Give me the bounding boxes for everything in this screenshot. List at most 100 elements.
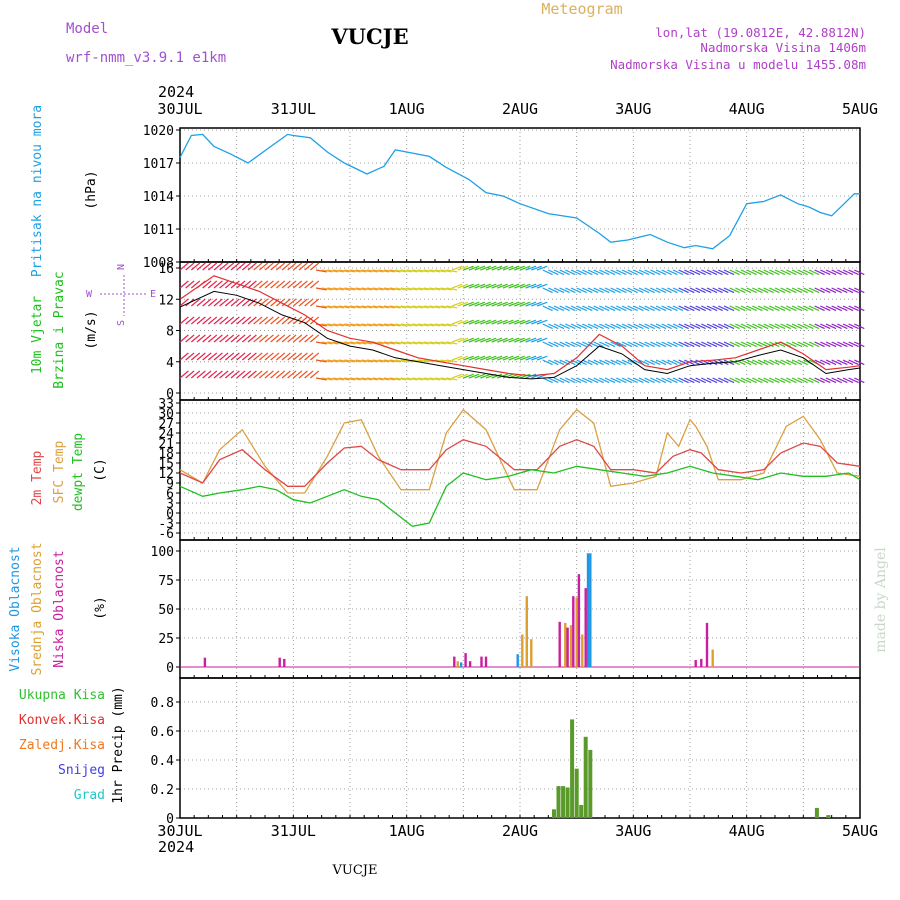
- wind-arrow: [485, 355, 497, 361]
- wind-arrow: [820, 341, 831, 348]
- wind-arrow: [207, 298, 218, 307]
- wind-arrow: [508, 301, 520, 307]
- cloud-bar: [480, 656, 483, 667]
- wind-arrow: [610, 287, 621, 294]
- wind-arrow: [332, 377, 344, 381]
- wind-arrow: [525, 265, 537, 271]
- y-tick-label: 0: [166, 387, 174, 402]
- wind-arrow: [650, 323, 661, 330]
- wind-arrow: [786, 377, 797, 384]
- wind-arrow: [774, 377, 786, 384]
- wind-arrow: [548, 377, 559, 384]
- wind-arrow: [349, 269, 361, 273]
- x-label-bottom: 2AUG: [502, 822, 538, 840]
- wind-arrow: [831, 377, 842, 384]
- cloud-ylabel-low: Niska Oblacnost: [52, 550, 67, 667]
- wind-arrow: [599, 359, 610, 366]
- wind-arrow: [406, 323, 418, 327]
- wind-arrow: [553, 341, 565, 348]
- wind-arrow: [440, 305, 452, 309]
- wind-arrow: [684, 269, 695, 276]
- wind-arrow: [672, 341, 684, 348]
- wind-ylabel-1: 10m Vjetar: [30, 296, 45, 374]
- wind-arrow: [655, 287, 667, 294]
- wind-arrow: [491, 355, 503, 361]
- wind-arrow: [689, 287, 701, 294]
- wind-arrow: [757, 341, 769, 348]
- wind-arrow: [820, 359, 831, 366]
- wind-arrow: [378, 269, 390, 273]
- wind-arrow: [825, 287, 837, 294]
- wind-arrow: [706, 377, 718, 384]
- wind-arrow: [355, 287, 367, 291]
- wind-arrow: [650, 269, 661, 276]
- wind-arrow: [825, 359, 837, 366]
- wind-arrow: [412, 287, 424, 291]
- wind-arrow: [383, 359, 395, 363]
- year-bottom: 2024: [158, 838, 194, 856]
- wind-arrow: [468, 283, 480, 289]
- wind-arrow: [576, 287, 587, 294]
- wind-arrow: [780, 287, 791, 294]
- wind-arrow: [667, 287, 678, 294]
- wind-arrow: [769, 287, 780, 294]
- wind-arrow: [185, 262, 195, 271]
- wind-arrow: [485, 301, 497, 307]
- y-tick-label: -3: [158, 517, 174, 532]
- x-label-top: 2AUG: [502, 100, 538, 118]
- wind-arrow: [446, 341, 458, 345]
- wind-arrow: [644, 305, 655, 312]
- wind-arrow: [610, 341, 621, 348]
- y-tick-label: 1014: [143, 190, 174, 205]
- wind-arrow: [582, 341, 593, 348]
- wind-arrow: [230, 298, 240, 307]
- wind-arrow: [706, 287, 718, 294]
- wind-arrow: [706, 269, 718, 276]
- wind-arrow: [752, 377, 763, 384]
- wind-arrow: [519, 265, 531, 271]
- wind-arrow: [763, 323, 774, 330]
- wind-arrow: [332, 323, 344, 327]
- precip-bar: [826, 815, 831, 818]
- wind-arrow: [519, 373, 531, 379]
- pressure-ylabel: Pritisak na nivou mora: [30, 105, 45, 277]
- wind-arrow: [740, 305, 752, 312]
- pressure-unit: (hPa): [84, 170, 99, 209]
- y-tick-label: 9: [166, 477, 174, 492]
- wind-arrow: [803, 287, 814, 294]
- y-tick-label: 18: [158, 447, 174, 462]
- wind-arrow: [270, 280, 280, 289]
- wind-arrow: [740, 341, 752, 348]
- wind-arrow: [570, 341, 582, 348]
- wind-arrow: [735, 287, 746, 294]
- wind-arrow: [281, 316, 291, 325]
- wind-arrow: [196, 370, 206, 379]
- meteogram-title: Meteogram: [541, 0, 622, 18]
- wind-arrow: [706, 305, 718, 312]
- precip-legend-freezing: Zaledj.Kisa: [19, 738, 105, 753]
- wind-arrow: [224, 334, 235, 343]
- wind-arrow: [531, 355, 542, 361]
- wind-arrow: [196, 352, 206, 361]
- wind-arrow: [672, 377, 684, 384]
- wind-arrow: [570, 287, 582, 294]
- wind-arrow: [502, 373, 514, 379]
- wind-arrow: [400, 269, 412, 273]
- wind-arrow: [332, 359, 344, 363]
- wind-arrow: [474, 355, 486, 361]
- wind-arrow: [587, 377, 599, 384]
- wind-arrow: [349, 323, 361, 327]
- wind-arrow: [349, 305, 361, 309]
- wind-arrow: [831, 359, 842, 366]
- wind-arrow: [780, 359, 791, 366]
- wind-arrow: [247, 334, 257, 343]
- wind-arrow: [610, 269, 621, 276]
- wind-arrow: [463, 319, 474, 325]
- wind-arrow: [627, 305, 638, 312]
- wind-arrow: [372, 377, 384, 381]
- sfc-temp-line: [179, 408, 861, 494]
- wind-arrow: [650, 341, 661, 348]
- wind-arrow: [423, 287, 435, 291]
- wind-arrow: [667, 323, 678, 330]
- wind-arrow: [253, 334, 263, 343]
